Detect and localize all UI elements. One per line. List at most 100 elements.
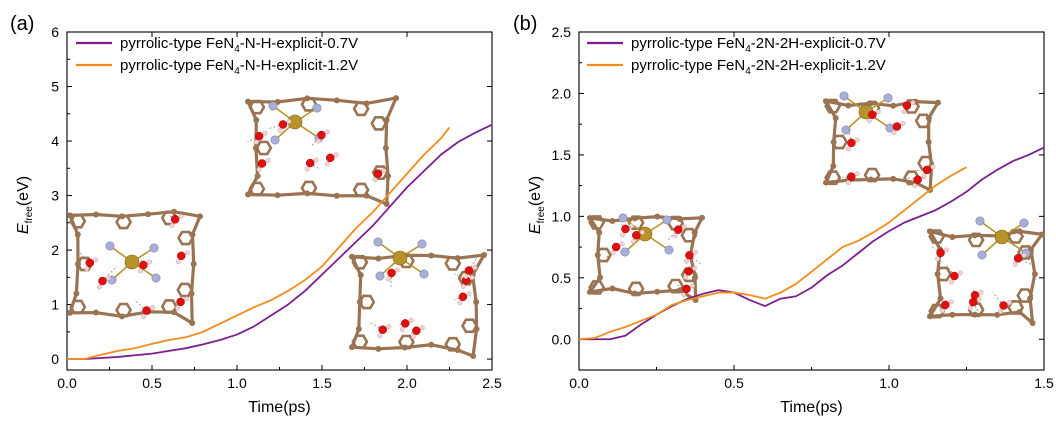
carbon-atom <box>253 117 260 123</box>
nitrogen-atom <box>662 215 672 225</box>
oxygen-atom <box>673 225 683 234</box>
pyrrole-ring <box>176 282 194 298</box>
hydrogen-atom <box>620 232 625 238</box>
hydrogen-atom <box>372 177 378 183</box>
nitrogen-atom <box>664 245 674 255</box>
pyrrole-ring <box>967 232 985 248</box>
hydrogen-atom <box>377 333 383 339</box>
pyrrole-ring <box>1016 288 1034 303</box>
hydrogen-bond <box>268 124 284 129</box>
molecular-structure-inset <box>926 216 1045 327</box>
pyrrole-ring <box>351 334 369 350</box>
pyrrole-ring <box>397 334 415 350</box>
carbon-atom <box>428 341 435 348</box>
pyrrole-ring <box>914 113 932 129</box>
oxygen-atom <box>868 110 877 120</box>
carbon-atom <box>691 229 698 236</box>
hydrogen-atom <box>921 173 927 179</box>
hydrogen-atom <box>175 259 181 265</box>
x-tick-label: 0.5 <box>142 375 162 391</box>
pyrrole-ring <box>69 299 87 315</box>
x-tick-label: 2.5 <box>482 375 502 391</box>
molecular-structure-inset <box>67 208 203 326</box>
hydrogen-atom <box>97 284 102 290</box>
pyrrole-ring <box>115 214 133 230</box>
carbon-atom <box>927 228 933 235</box>
carbon-atom <box>119 313 125 320</box>
hydrogen-atom <box>313 157 319 163</box>
carbon-atom <box>119 213 125 220</box>
pyrrole-ring <box>115 302 133 318</box>
hydrogen-atom <box>1021 252 1027 258</box>
carbon-atom <box>470 353 477 359</box>
pyrrole-ring <box>824 98 842 114</box>
hydrogen-atom <box>395 267 400 273</box>
hydrogen-bond <box>666 229 679 242</box>
carbon-atom <box>274 192 281 199</box>
hydrogen-bond <box>858 100 873 116</box>
pyrrole-ring <box>824 170 842 186</box>
x-tick-label: 1.5 <box>312 375 332 391</box>
oxygen-atom <box>950 271 959 281</box>
series-line-2 <box>578 166 967 341</box>
carbon-atom <box>93 309 99 316</box>
carbon-atom <box>845 102 852 109</box>
carbon-atom <box>252 145 259 151</box>
carbon-atom <box>74 261 81 267</box>
carbon-atom <box>937 295 944 302</box>
hydrogen-atom <box>944 247 950 253</box>
carbon-atom <box>587 288 593 295</box>
carbon-atom <box>609 285 616 292</box>
oxygen-atom <box>170 215 180 224</box>
y-tick-label: 0.0 <box>552 331 572 347</box>
x-tick-label: 0.0 <box>569 375 589 391</box>
molecular-structure-inset <box>822 91 941 193</box>
hydrogen-atom <box>333 152 339 158</box>
hydrogen-atom <box>472 265 478 270</box>
molecular-structure-inset <box>245 95 399 207</box>
hydrogen-atom <box>419 325 425 331</box>
iron-atom <box>124 254 140 270</box>
panel-label: (a) <box>10 13 34 35</box>
carbon-atom <box>823 179 829 186</box>
oxygen-atom <box>682 284 691 294</box>
hydrogen-atom <box>286 119 292 124</box>
hydrogen-atom <box>463 274 469 279</box>
molecular-structure-inset <box>349 237 487 359</box>
hydrogen-atom <box>469 274 475 280</box>
carbon-atom <box>890 175 897 182</box>
hydrogen-atom <box>978 289 984 295</box>
carbon-atom <box>190 261 197 267</box>
oxygen-atom <box>142 306 151 315</box>
x-tick-label: 1.0 <box>227 375 247 391</box>
molecular-structure-inset <box>586 213 705 303</box>
hydrogen-bond <box>255 163 263 178</box>
nitrogen-atom <box>149 243 159 253</box>
oxygen-atom <box>999 301 1008 310</box>
carbon-atom <box>596 229 603 236</box>
carbon-atom <box>594 252 601 258</box>
hydrogen-atom <box>184 296 189 302</box>
hydrogen-atom <box>681 224 687 230</box>
hydrogen-atom <box>692 249 698 255</box>
panel-label: (b) <box>513 13 537 35</box>
hydrogen-atom <box>948 279 954 285</box>
pyrrole-ring <box>1016 245 1035 260</box>
oxygen-atom <box>325 153 335 163</box>
hydrogen-atom <box>256 167 262 172</box>
carbon-atom <box>383 117 390 123</box>
pyrrole-ring <box>300 180 318 196</box>
pyrrole-ring <box>351 254 369 270</box>
oxygen-atom <box>847 138 856 148</box>
hydrogen-bond <box>468 257 478 271</box>
nitrogen-atom <box>419 269 429 279</box>
hydrogen-atom <box>93 257 99 263</box>
carbon-atom <box>925 139 932 145</box>
oxygen-atom <box>464 266 474 275</box>
oxygen-atom <box>847 172 856 181</box>
oxygen-atom <box>387 268 396 278</box>
nitrogen-atom <box>1019 218 1029 228</box>
y-tick-label: 2.0 <box>552 85 572 101</box>
carbon-atom <box>245 98 251 105</box>
hydrogen-atom <box>619 241 625 247</box>
